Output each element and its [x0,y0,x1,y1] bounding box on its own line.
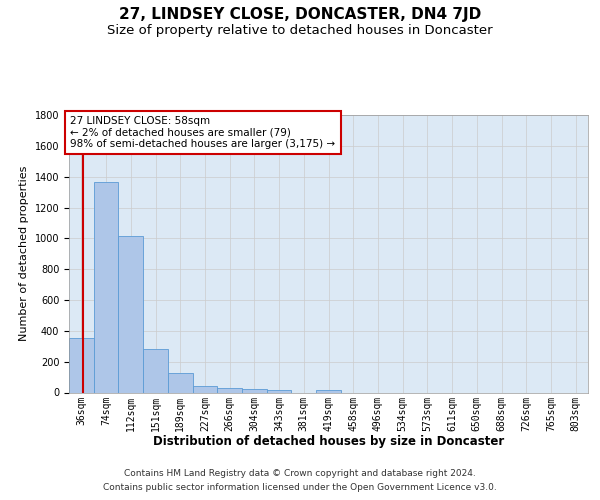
Y-axis label: Number of detached properties: Number of detached properties [19,166,29,342]
Bar [217,388,242,392]
Bar [316,390,341,392]
Text: Distribution of detached houses by size in Doncaster: Distribution of detached houses by size … [153,435,505,448]
Bar [69,338,94,392]
Bar [118,236,143,392]
Text: 27 LINDSEY CLOSE: 58sqm
← 2% of detached houses are smaller (79)
98% of semi-det: 27 LINDSEY CLOSE: 58sqm ← 2% of detached… [70,116,335,149]
Bar [242,389,267,392]
Bar [267,390,292,392]
Bar [168,373,193,392]
Bar [193,386,217,392]
Bar [94,182,118,392]
Text: Contains public sector information licensed under the Open Government Licence v3: Contains public sector information licen… [103,484,497,492]
Text: Size of property relative to detached houses in Doncaster: Size of property relative to detached ho… [107,24,493,37]
Text: 27, LINDSEY CLOSE, DONCASTER, DN4 7JD: 27, LINDSEY CLOSE, DONCASTER, DN4 7JD [119,8,481,22]
Bar [143,349,168,393]
Text: Contains HM Land Registry data © Crown copyright and database right 2024.: Contains HM Land Registry data © Crown c… [124,469,476,478]
